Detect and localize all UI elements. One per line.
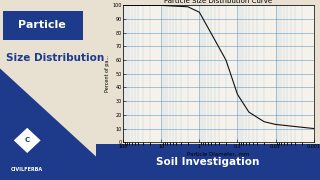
Y-axis label: Percent of pa...: Percent of pa... bbox=[105, 55, 110, 92]
Polygon shape bbox=[0, 68, 122, 180]
Text: CIVILFERBA: CIVILFERBA bbox=[11, 167, 43, 172]
X-axis label: Particle Diameter, mm: Particle Diameter, mm bbox=[187, 152, 250, 157]
Text: Size Distribution: Size Distribution bbox=[6, 53, 105, 63]
Text: C: C bbox=[25, 137, 30, 143]
Text: Particle: Particle bbox=[18, 20, 66, 30]
Text: Soil Investigation: Soil Investigation bbox=[156, 157, 260, 167]
FancyBboxPatch shape bbox=[96, 144, 320, 180]
Polygon shape bbox=[14, 128, 41, 153]
Title: Particle Size Distribution Curve: Particle Size Distribution Curve bbox=[164, 0, 272, 4]
FancyBboxPatch shape bbox=[3, 11, 83, 40]
